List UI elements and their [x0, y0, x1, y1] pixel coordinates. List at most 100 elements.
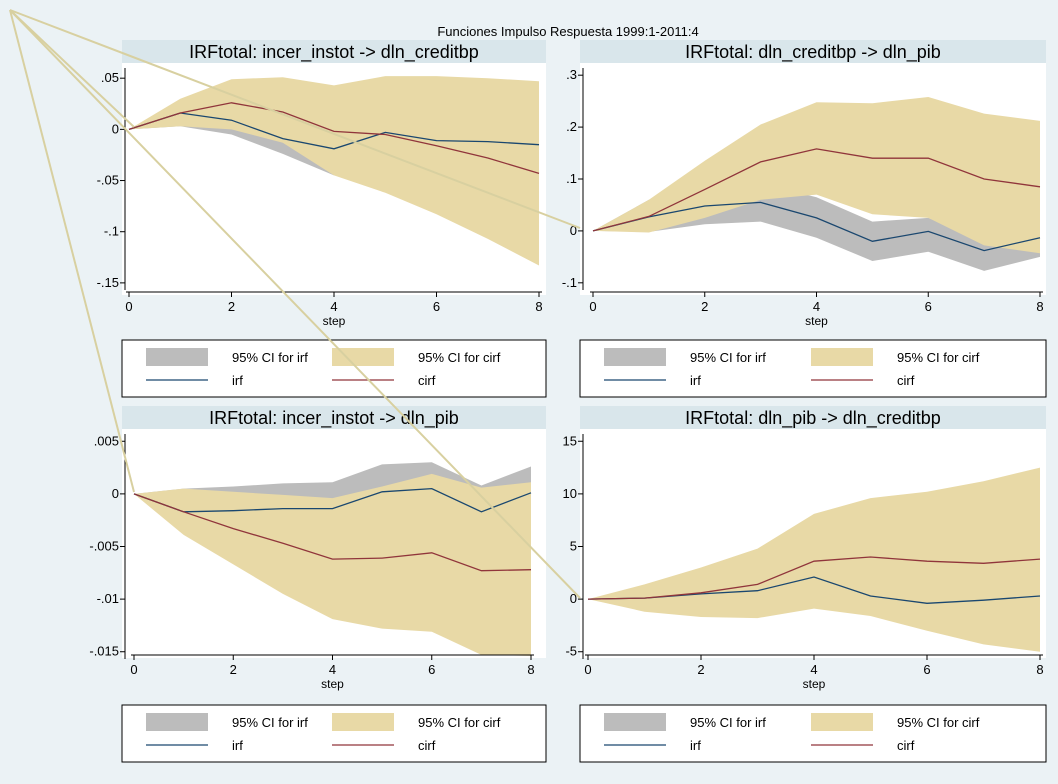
- irf-line: [133, 487, 532, 513]
- panel-title: IRFtotal: dln_pib -> dln_creditbp: [685, 408, 941, 429]
- y-tick-label: 0: [570, 223, 577, 238]
- x-tick-label: 6: [428, 662, 435, 677]
- panel-title: IRFtotal: incer_instot -> dln_creditbp: [189, 42, 479, 63]
- y-tick-label: 5: [570, 539, 577, 554]
- y-tick-label: 10: [563, 486, 577, 501]
- y-tick-label: -.005: [89, 539, 119, 554]
- x-tick-label: 2: [697, 662, 704, 677]
- x-tick-label: 4: [813, 299, 820, 314]
- overlay-line: [9, 9, 135, 493]
- legend-label-ci-irf: 95% CI for irf: [232, 715, 308, 730]
- legend: 95% CI for irf 95% CI for cirf irf cirf: [121, 339, 547, 398]
- legend-label-cirf: cirf: [897, 738, 915, 753]
- legend-swatch-ci-irf: [604, 348, 666, 366]
- y-tick-label: .1: [566, 171, 577, 186]
- cirf-line: [592, 148, 1041, 232]
- ci-cirf-band: [129, 76, 539, 266]
- y-tick-label: -5: [565, 644, 577, 659]
- legend: 95% CI for irf 95% CI for cirf irf cirf: [121, 704, 547, 763]
- irf-panel-3: IRFtotal: incer_instot -> dln_pib .005 0 -.…: [89, 406, 547, 763]
- irf-line: [128, 112, 540, 150]
- legend-label-irf: irf: [690, 738, 701, 753]
- legend-swatch-ci-irf: [146, 348, 208, 366]
- overlay-line: [9, 9, 135, 128]
- x-tick-label: 4: [329, 662, 336, 677]
- y-tick-label: -.01: [97, 591, 119, 606]
- legend: 95% CI for irf 95% CI for cirf irf cirf: [579, 339, 1047, 398]
- legend-label-ci-cirf: 95% CI for cirf: [418, 350, 501, 365]
- y-tick-label: .3: [566, 67, 577, 82]
- legend-label-cirf: cirf: [418, 373, 436, 388]
- y-tick-label: .05: [101, 70, 119, 85]
- overlay-line: [9, 9, 581, 229]
- x-tick-label: 8: [535, 299, 542, 314]
- legend-label-ci-irf: 95% CI for irf: [232, 350, 308, 365]
- x-tick-label: 8: [1036, 662, 1043, 677]
- ci-cirf-band: [593, 97, 1040, 254]
- y-tick-label: -.15: [97, 275, 119, 290]
- x-tick-label: 2: [228, 299, 235, 314]
- legend-swatch-ci-irf: [604, 713, 666, 731]
- panel-title-bar: [122, 40, 546, 63]
- panel-title-bar: [580, 406, 1046, 429]
- legend-label-irf: irf: [232, 738, 243, 753]
- x-tick-label: 4: [330, 299, 337, 314]
- x-tick-label: 8: [527, 662, 534, 677]
- overlay-lines: [9, 9, 581, 599]
- legend-label-irf: irf: [232, 373, 243, 388]
- ci-cirf-band: [588, 467, 1040, 652]
- figure-title: Funciones Impulso Respuesta 1999:1-2011:…: [437, 24, 698, 39]
- legend-label-ci-cirf: 95% CI for cirf: [418, 715, 501, 730]
- legend-swatch-ci-irf: [146, 713, 208, 731]
- x-axis-label: step: [803, 677, 826, 691]
- legend-label-ci-irf: 95% CI for irf: [690, 715, 766, 730]
- panel-title-bar: [122, 406, 546, 429]
- overlay-line: [9, 9, 581, 599]
- legend-label-cirf: cirf: [897, 373, 915, 388]
- legend-label-ci-irf: 95% CI for irf: [690, 350, 766, 365]
- x-tick-label: 2: [230, 662, 237, 677]
- irf-panel-2: IRFtotal: dln_creditbp -> dln_pib .3 .2 .1 0…: [562, 40, 1047, 398]
- y-tick-label: 15: [563, 433, 577, 448]
- y-tick-label: .005: [94, 433, 119, 448]
- panel-title-bar: [580, 40, 1046, 63]
- irf-panel-1: IRFtotal: incer_instot -> dln_creditbp .0…: [97, 40, 547, 398]
- panel-title: IRFtotal: dln_creditbp -> dln_pib: [685, 42, 941, 63]
- y-tick-label: -.1: [104, 224, 119, 239]
- irf-panel-4: IRFtotal: dln_pib -> dln_creditbp151050-…: [563, 406, 1047, 763]
- legend-swatch-ci-cirf: [811, 713, 873, 731]
- y-tick-label: .2: [566, 119, 577, 134]
- x-axis-label: step: [321, 677, 344, 691]
- x-tick-label: 0: [584, 662, 591, 677]
- legend-label-irf: irf: [690, 373, 701, 388]
- cirf-line: [133, 493, 532, 572]
- x-axis-label: step: [805, 314, 828, 328]
- y-tick-label: 0: [570, 591, 577, 606]
- legend-label-cirf: cirf: [418, 738, 436, 753]
- y-tick-label: -.05: [97, 173, 119, 188]
- x-tick-label: 6: [433, 299, 440, 314]
- ci-cirf-band: [134, 473, 531, 656]
- legend-swatch-ci-cirf: [332, 348, 394, 366]
- panel-title: IRFtotal: incer_instot -> dln_pib: [209, 408, 459, 429]
- cirf-line: [587, 556, 1041, 600]
- legend-swatch-ci-cirf: [332, 713, 394, 731]
- y-tick-label: -.1: [562, 275, 577, 290]
- x-tick-label: 0: [125, 299, 132, 314]
- x-axis-label: step: [323, 314, 346, 328]
- x-tick-label: 0: [130, 662, 137, 677]
- x-tick-label: 4: [810, 662, 817, 677]
- legend: 95% CI for irf 95% CI for cirf irf cirf: [579, 704, 1047, 763]
- x-tick-label: 6: [923, 662, 930, 677]
- legend-label-ci-cirf: 95% CI for cirf: [897, 350, 980, 365]
- x-tick-label: 6: [925, 299, 932, 314]
- legend-swatch-ci-cirf: [811, 348, 873, 366]
- x-tick-label: 8: [1036, 299, 1043, 314]
- x-tick-label: 0: [589, 299, 596, 314]
- y-tick-label: 0: [112, 486, 119, 501]
- x-tick-label: 2: [701, 299, 708, 314]
- cirf-line: [128, 102, 540, 175]
- panels-container: IRFtotal: incer_instot -> dln_creditbp .0…: [89, 40, 1047, 763]
- y-tick-label: -.015: [89, 644, 119, 659]
- legend-label-ci-cirf: 95% CI for cirf: [897, 715, 980, 730]
